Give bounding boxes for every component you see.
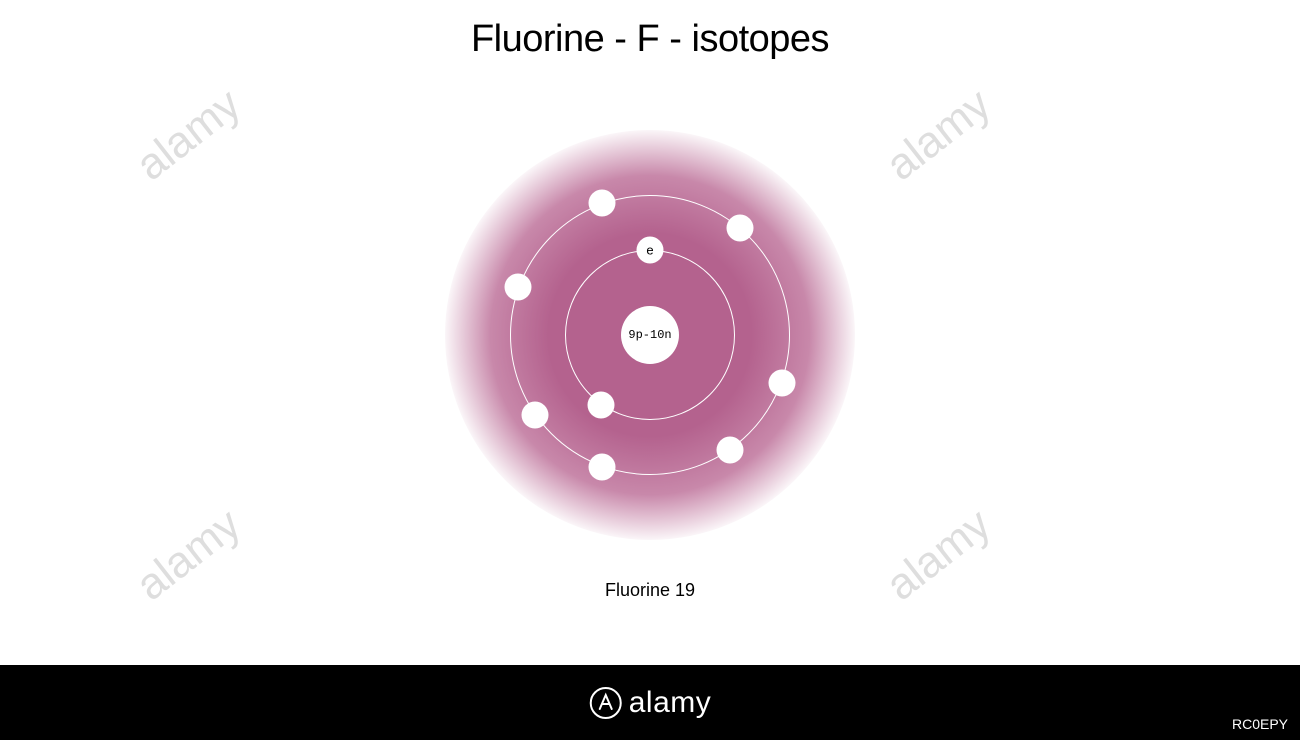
nucleus: 9p-10n (621, 306, 679, 364)
page-title: Fluorine - F - isotopes (471, 18, 829, 61)
image-code: RC0EPY (1232, 716, 1288, 732)
watermark: alamy (589, 686, 712, 720)
nucleus-label: 9p-10n (628, 328, 671, 342)
watermark-diag: alamy (877, 79, 1000, 191)
watermark-diag: alamy (127, 499, 250, 611)
electron (768, 369, 795, 396)
isotope-label: Fluorine 19 (605, 580, 695, 601)
watermark-logo-icon (589, 686, 623, 720)
electron (726, 214, 753, 241)
electron (589, 190, 616, 217)
watermark-text: alamy (629, 686, 712, 720)
footer-bar: alamy RC0EPY (0, 665, 1300, 740)
electron (522, 402, 549, 429)
watermark-diag: alamy (127, 79, 250, 191)
diagram-canvas: alamy alamy alamy alamy alamy Fluorine - F -… (0, 0, 1300, 740)
electron (505, 274, 532, 301)
electron (589, 453, 616, 480)
electron (717, 436, 744, 463)
watermark-diag: alamy (877, 499, 1000, 611)
